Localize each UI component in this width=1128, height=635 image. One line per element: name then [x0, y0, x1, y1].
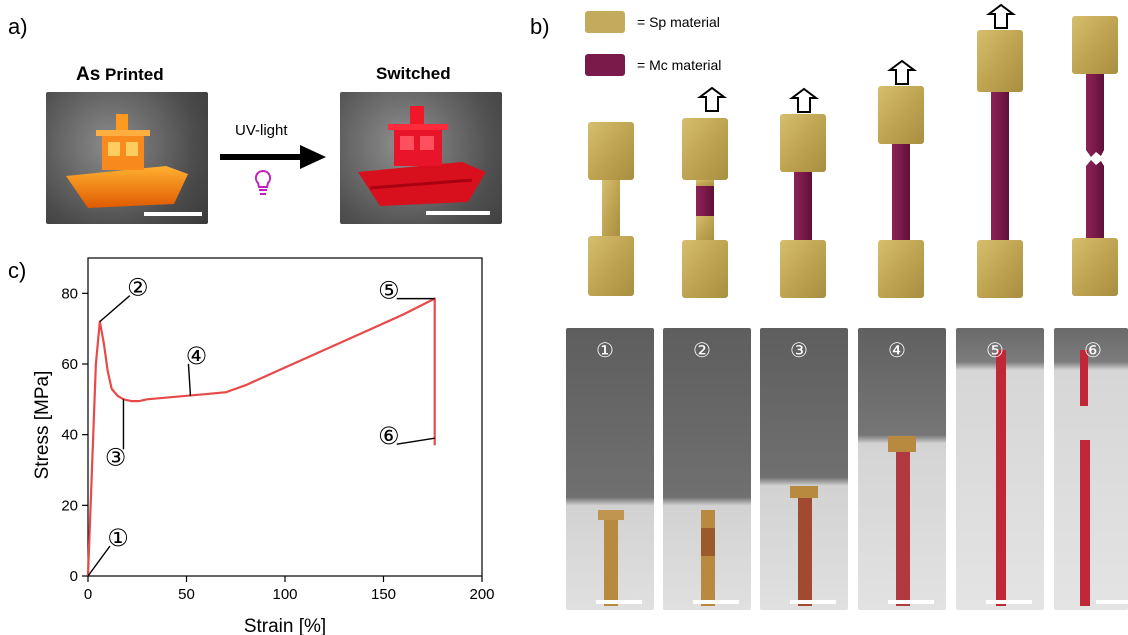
annotation-label-1: ①	[107, 524, 129, 552]
as-printed-title-bold: As	[76, 64, 101, 85]
panel-c-letter: c)	[8, 258, 27, 283]
schematic-3	[780, 87, 826, 298]
panel-a-letter: a)	[8, 14, 28, 39]
photo-label-6: ⑥	[1084, 340, 1102, 362]
schematic-2	[682, 86, 728, 298]
scale-bar-photo-5	[986, 600, 1032, 604]
y-tick-label: 40	[61, 427, 78, 444]
annotation-arrow	[396, 437, 435, 445]
as-printed-photo	[46, 92, 208, 224]
x-tick-label: 0	[84, 586, 92, 603]
legend-label-mc: = Mc material	[637, 57, 722, 73]
annotation-arrow	[87, 545, 111, 577]
x-tick-label: 200	[469, 586, 494, 603]
tensile-photo-4: ④	[858, 328, 946, 610]
y-tick-label: 60	[61, 356, 78, 373]
switched-photo	[340, 92, 502, 224]
switched-title: Switched	[376, 64, 451, 83]
x-tick-label: 100	[272, 586, 297, 603]
tensile-photo-2: ②	[663, 328, 751, 610]
photo-label-1: ①	[596, 340, 614, 362]
scale-bar-a-left	[144, 212, 202, 216]
scale-bar-a-right	[426, 211, 490, 215]
x-tick-label: 150	[371, 586, 396, 603]
schematic-6	[1072, 16, 1118, 296]
panel-b-letter: b)	[530, 14, 550, 39]
tensile-photo-5: ⑤	[956, 328, 1044, 610]
schematic-5	[977, 3, 1023, 298]
x-axis-label: Strain [%]	[244, 616, 326, 635]
annotation-label-2: ②	[127, 274, 149, 302]
legend-swatch-sp	[585, 11, 625, 33]
as-printed-title: As Printed	[76, 64, 164, 86]
legend-label-sp: = Sp material	[637, 14, 720, 30]
scale-bar-photo-6	[1096, 600, 1128, 604]
scale-bar-photo-3	[790, 600, 836, 604]
annotation-label-6: ⑥	[378, 422, 400, 450]
series-line-1	[86, 297, 436, 577]
y-tick-label: 0	[70, 568, 78, 585]
photo-label-4: ④	[888, 340, 906, 362]
scale-bar-photo-1	[596, 600, 642, 604]
schematic-4	[878, 59, 924, 298]
uv-arrow	[220, 145, 326, 169]
annotation-label-5: ⑤	[378, 277, 400, 305]
switched-boat-image	[358, 106, 486, 206]
x-tick-label: 50	[178, 586, 195, 603]
scale-bar-photo-2	[693, 600, 739, 604]
legend-swatch-mc	[585, 54, 625, 76]
photo-label-3: ③	[790, 340, 808, 362]
annotation-arrow	[99, 295, 131, 323]
uv-light-label: UV-light	[235, 122, 288, 139]
schematic-1	[588, 122, 634, 296]
tensile-photo-1: ①	[566, 328, 654, 610]
scale-bar-photo-4	[888, 600, 934, 604]
y-tick-label: 80	[61, 285, 78, 302]
lightbulb-icon	[254, 169, 272, 195]
dogbone-schematics	[588, 3, 1118, 298]
photo-label-2: ②	[693, 340, 711, 362]
as-printed-title-rest: Printed	[100, 65, 164, 84]
annotation-arrow	[187, 363, 192, 396]
y-axis-label: Stress [MPa]	[32, 371, 53, 480]
photo-label-5: ⑤	[986, 340, 1004, 362]
annotation-label-3: ③	[105, 443, 127, 471]
y-tick-label: 20	[61, 497, 78, 514]
tensile-photo-6: ⑥	[1054, 328, 1128, 610]
printed-boat-image	[66, 114, 188, 208]
annotation-label-4: ④	[186, 342, 208, 370]
tensile-photo-3: ③	[760, 328, 848, 610]
